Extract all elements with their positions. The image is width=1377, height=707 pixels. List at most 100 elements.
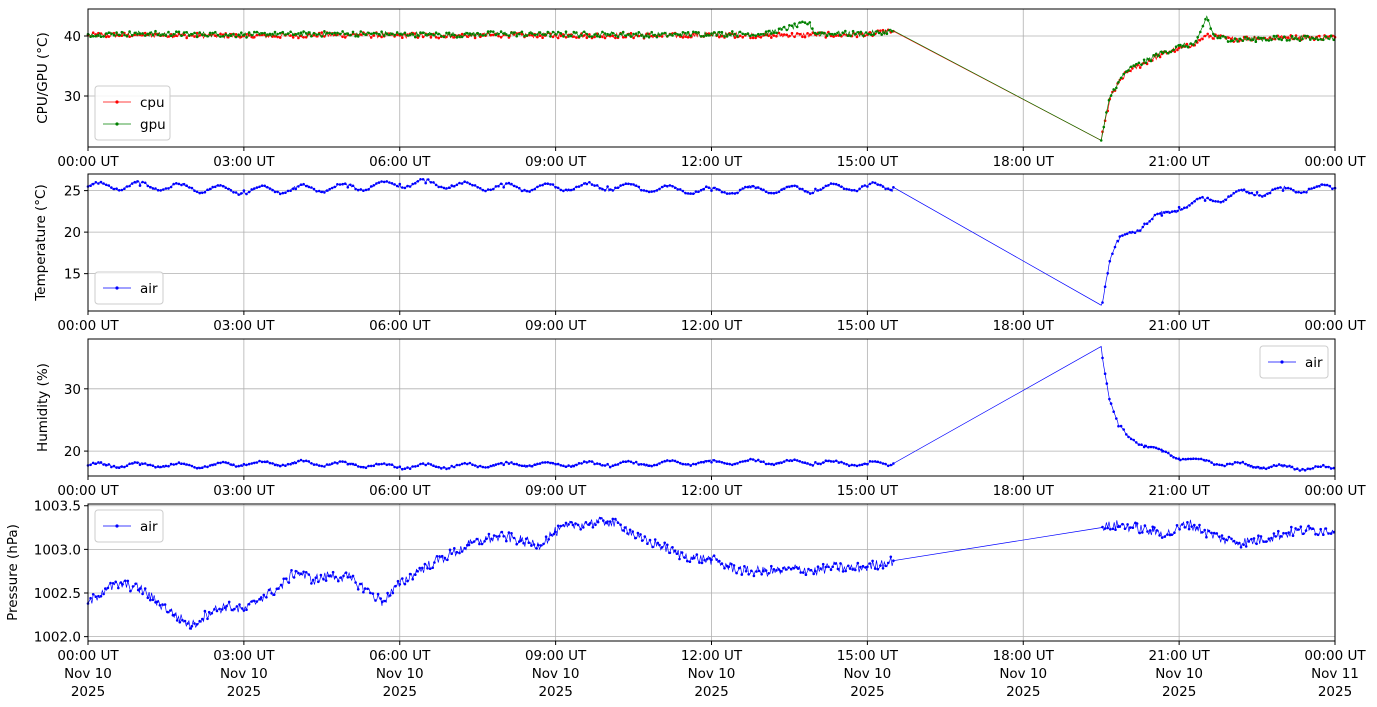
- pressure-air-point: [1302, 532, 1305, 535]
- cpu-gpu-gpu-point: [492, 30, 495, 33]
- pressure-air-point: [675, 552, 679, 555]
- cpu-gpu-gpu-point: [104, 32, 108, 35]
- cpu-gpu-gpu-point: [240, 31, 243, 34]
- humidity-air-point: [1215, 463, 1219, 466]
- temperature-air-point: [725, 192, 729, 195]
- temperature-air-point: [304, 184, 308, 188]
- temperature-air-point: [395, 184, 399, 188]
- cpu-gpu-gpu-point: [460, 35, 464, 39]
- temperature-air-point: [219, 184, 222, 187]
- cpu-gpu-cpu-point: [289, 34, 292, 37]
- pressure-xtick-day-label: Nov 10: [220, 666, 268, 682]
- pressure-air-point: [259, 596, 263, 599]
- pressure-air-point: [1131, 526, 1135, 529]
- humidity-air-point: [793, 458, 796, 462]
- temperature-air-point: [1153, 213, 1157, 217]
- cpu-gpu-cpu-point: [185, 36, 188, 40]
- cpu-gpu-gpu-point: [880, 33, 883, 36]
- temperature-air-point: [780, 188, 783, 191]
- temperature-air-point: [811, 191, 815, 195]
- cpu-gpu-cpu-point: [198, 34, 201, 37]
- temperature-air-point: [253, 187, 256, 190]
- cpu-gpu-cpu-point: [1138, 66, 1142, 69]
- humidity-air-point: [1152, 446, 1155, 449]
- pressure-ytick-label: 1002.0: [34, 630, 81, 646]
- cpu-gpu-gpu-point: [1209, 27, 1212, 30]
- humidity-air-point: [686, 463, 690, 466]
- cpu-gpu-cpu-point: [827, 30, 830, 34]
- cpu-gpu-cpu-point: [718, 35, 721, 39]
- temperature-air-point: [660, 185, 664, 189]
- pressure-air-point: [304, 571, 308, 574]
- pressure-air-point: [1282, 531, 1285, 535]
- humidity-air-point: [884, 462, 887, 466]
- humidity-air-point: [588, 460, 591, 463]
- humidity-air-point: [453, 465, 456, 469]
- pressure-air-point: [621, 529, 625, 532]
- pressure-air-point: [1332, 530, 1335, 534]
- humidity-air-point: [650, 464, 653, 468]
- pressure-xtick-year-label: 2025: [1162, 684, 1196, 700]
- temperature-air-point: [824, 184, 828, 188]
- humidity-air-point: [564, 465, 568, 469]
- temperature-xtick-label: 21:00 UT: [1148, 318, 1210, 334]
- humidity-air-point: [273, 463, 277, 467]
- temperature-air-point: [317, 189, 321, 193]
- pressure-air-point: [1311, 527, 1315, 530]
- pressure-air-point: [448, 548, 452, 552]
- temperature-air-point: [434, 183, 438, 187]
- temperature-air-point: [1232, 191, 1235, 195]
- humidity-air-point: [1189, 457, 1193, 461]
- pressure-air-point: [1252, 537, 1256, 540]
- cpu-gpu-gpu-point: [723, 35, 726, 38]
- pressure-air-point: [512, 536, 516, 540]
- temperature-air-point: [398, 182, 402, 186]
- cpu-gpu-gpu-point: [304, 32, 308, 35]
- temperature-air-point: [268, 187, 272, 190]
- pressure-air-point: [556, 524, 560, 528]
- pressure-air-point: [814, 569, 817, 573]
- humidity-air-point: [117, 466, 121, 470]
- cpu-gpu-gpu-point: [543, 33, 547, 36]
- cpu-gpu-gpu-point: [193, 31, 196, 35]
- cpu-gpu-cpu-point: [1206, 32, 1209, 36]
- humidity-air-point: [601, 464, 604, 467]
- pressure-air-point: [809, 568, 813, 572]
- temperature-air-point: [307, 185, 311, 189]
- cpu-gpu-gpu-point: [582, 30, 586, 34]
- humidity-air-point: [429, 463, 433, 466]
- cpu-gpu-gpu-point: [229, 34, 233, 38]
- humidity-air-point: [364, 466, 368, 470]
- cpu-gpu-gpu-point: [611, 31, 615, 35]
- pressure-air-point: [1215, 532, 1219, 535]
- temperature-legend-air-marker: [115, 286, 119, 290]
- humidity-air-point: [505, 460, 508, 464]
- pressure-air-point: [542, 542, 545, 546]
- pressure-air-point: [606, 520, 609, 523]
- temperature-air-point: [198, 191, 201, 195]
- humidity-air-point: [421, 462, 425, 465]
- cpu-gpu-gpu-point: [588, 35, 591, 38]
- pressure-air-point: [292, 576, 296, 579]
- cpu-gpu-gpu-point: [536, 33, 539, 36]
- pressure-air-point: [403, 582, 407, 586]
- humidity-air-point: [754, 459, 757, 463]
- pressure-air-point: [628, 528, 632, 532]
- temperature-air-point: [847, 188, 851, 191]
- cpu-gpu-gpu-point: [94, 34, 98, 38]
- pressure-air-point: [660, 546, 664, 549]
- cpu-gpu-gpu-point: [1164, 50, 1167, 53]
- pressure-air-point: [311, 578, 315, 582]
- temperature-ytick-label: 20: [64, 225, 81, 241]
- cpu-gpu-gpu-point: [806, 22, 809, 26]
- humidity-air-point: [419, 462, 422, 466]
- temperature-air-point: [1227, 195, 1230, 198]
- humidity-air-point: [1109, 402, 1113, 405]
- pressure-air-point: [319, 573, 323, 577]
- cpu-gpu-gpu-point: [1140, 63, 1143, 66]
- cpu-gpu-cpu-point: [107, 35, 111, 38]
- humidity-air-point: [385, 463, 389, 467]
- temperature-air-point: [733, 192, 737, 195]
- cpu-gpu-gpu-point: [777, 27, 781, 31]
